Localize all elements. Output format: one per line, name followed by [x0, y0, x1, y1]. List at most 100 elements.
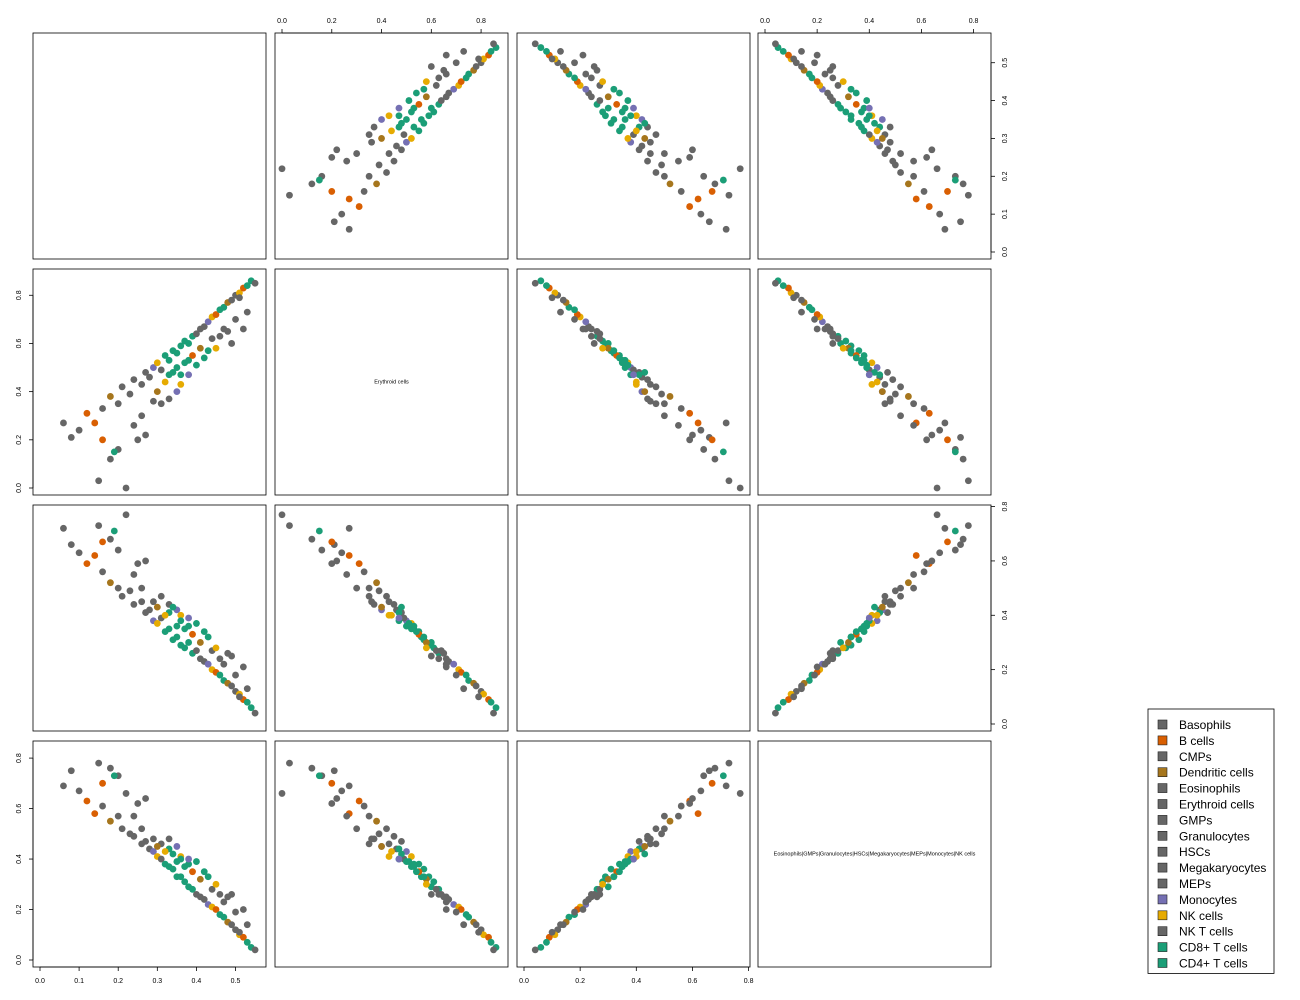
- point-22-panel-0-2: [599, 108, 607, 116]
- point-40-panel-1-0: [122, 484, 130, 492]
- point-23-panel-1-2: [604, 340, 612, 347]
- point-60-panel-2-0: [232, 671, 239, 679]
- panel-0-3: [757, 32, 992, 260]
- point-6-panel-3-1: [373, 817, 380, 825]
- x-tick-label-3-4: 0.8: [969, 18, 979, 25]
- point-57-panel-1-2: [604, 344, 612, 352]
- point-52-panel-1-0: [173, 364, 181, 371]
- point-71-panel-0-3: [863, 97, 871, 104]
- point-40-panel-1-3: [933, 484, 941, 492]
- point-27-panel-0-3: [824, 89, 831, 97]
- point-38-panel-0-2: [543, 47, 550, 55]
- point-78-panel-3-1: [378, 843, 385, 850]
- point-40-panel-2-3: [933, 511, 941, 519]
- point-11-panel-1-2: [646, 381, 654, 388]
- point-62-panel-1-3: [813, 325, 821, 333]
- point-8-panel-2-1: [383, 592, 390, 600]
- point-76-panel-2-3: [772, 709, 779, 717]
- point-28-panel-2-0: [204, 660, 212, 668]
- legend-label-9: Megakaryocytes: [1179, 861, 1266, 875]
- point-55-panel-0-1: [410, 104, 418, 112]
- point-79-panel-0-1: [353, 150, 361, 157]
- y-tick-label-0-4: 0.4: [1002, 96, 1009, 106]
- point-30-panel-1-0: [212, 311, 220, 318]
- point-0-panel-0-3: [941, 225, 949, 233]
- point-11-panel-2-1: [385, 598, 393, 606]
- point-65-panel-1-3: [865, 371, 873, 379]
- point-14-panel-2-3: [873, 617, 881, 625]
- point-66-panel-0-1: [368, 138, 375, 146]
- x-tick-label-1-2: 0.4: [377, 18, 387, 25]
- point-7-panel-3-2: [660, 812, 668, 820]
- point-6-panel-0-1: [373, 180, 380, 188]
- point-68-panel-1-0: [99, 436, 106, 444]
- point-6-panel-3-2: [666, 817, 674, 825]
- point-67-panel-2-3: [910, 571, 918, 578]
- x-tick-label-3-0: 0.0: [760, 18, 770, 25]
- point-67-panel-0-1: [343, 157, 351, 165]
- point-1-panel-3-1: [330, 767, 338, 775]
- legend-swatch-8: [1157, 846, 1168, 857]
- point-59-panel-3-1: [442, 898, 450, 906]
- point-53-panel-0-1: [395, 112, 403, 120]
- point-8-panel-1-3: [897, 383, 904, 391]
- point-70-panel-3-2: [616, 868, 623, 876]
- point-39-panel-1-2: [537, 277, 545, 285]
- point-7-panel-0-1: [365, 172, 373, 180]
- point-73-panel-0-1: [435, 74, 443, 82]
- point-40-panel-2-1: [278, 511, 286, 519]
- point-0-panel-3-1: [345, 782, 353, 790]
- point-7-panel-1-0: [114, 400, 122, 408]
- point-62-panel-0-1: [442, 51, 450, 59]
- point-76-panel-1-3: [772, 279, 779, 287]
- point-67-panel-2-1: [343, 571, 351, 578]
- point-68-panel-2-1: [328, 538, 336, 546]
- point-46-panel-3-1: [365, 840, 373, 848]
- legend-label-1: B cells: [1179, 734, 1214, 748]
- point-73-panel-0-2: [587, 74, 595, 82]
- y-tick-label-1-4: 0.8: [16, 290, 23, 300]
- x-tick-label-0-1: 0.1: [74, 978, 84, 985]
- point-9-panel-2-0: [126, 587, 134, 595]
- point-76-panel-3-2: [531, 946, 539, 954]
- point-60-panel-1-2: [571, 315, 578, 323]
- point-36-panel-2-1: [480, 690, 487, 698]
- point-45-panel-1-0: [142, 431, 149, 439]
- point-4-panel-3-2: [694, 810, 702, 818]
- point-67-panel-3-0: [130, 812, 138, 820]
- point-79-panel-3-2: [660, 825, 668, 833]
- point-62-panel-3-1: [442, 906, 450, 913]
- point-6-panel-0-3: [904, 180, 912, 188]
- point-72-panel-0-3: [847, 85, 855, 93]
- point-4-panel-1-2: [694, 419, 702, 427]
- point-17-panel-1-0: [161, 352, 169, 359]
- point-23-panel-0-1: [427, 104, 435, 112]
- point-77-panel-1-2: [632, 378, 640, 386]
- point-21-panel-1-0: [177, 342, 185, 350]
- point-73-panel-1-0: [216, 332, 224, 340]
- x-tick-label-0-2: 0.2: [113, 978, 123, 985]
- point-32-panel-3-2: [565, 913, 573, 921]
- point-68-panel-1-3: [944, 436, 951, 444]
- point-46-panel-2-0: [157, 592, 165, 600]
- point-72-panel-2-3: [847, 633, 855, 641]
- point-41-panel-1-3: [964, 477, 972, 485]
- point-71-panel-3-2: [624, 858, 632, 865]
- point-78-panel-2-3: [878, 603, 886, 611]
- point-61-panel-1-3: [798, 308, 805, 316]
- point-41-panel-2-1: [286, 522, 293, 529]
- point-35-panel-2-3: [792, 687, 800, 695]
- point-9-panel-1-0: [126, 390, 134, 398]
- legend-label-12: NK cells: [1179, 909, 1223, 923]
- point-74-panel-3-2: [593, 893, 601, 901]
- point-69-panel-0-3: [951, 176, 959, 184]
- point-68-panel-0-1: [328, 188, 336, 195]
- point-0-panel-2-1: [345, 524, 353, 532]
- y-tick-label-0-1: 0.1: [1002, 209, 1009, 219]
- point-45-panel-2-0: [142, 557, 149, 565]
- point-40-panel-0-1: [278, 165, 286, 173]
- point-8-panel-3-2: [652, 825, 660, 833]
- point-5-panel-1-3: [920, 405, 928, 412]
- point-42-panel-3-2: [711, 764, 719, 772]
- point-50-panel-2-1: [395, 609, 403, 616]
